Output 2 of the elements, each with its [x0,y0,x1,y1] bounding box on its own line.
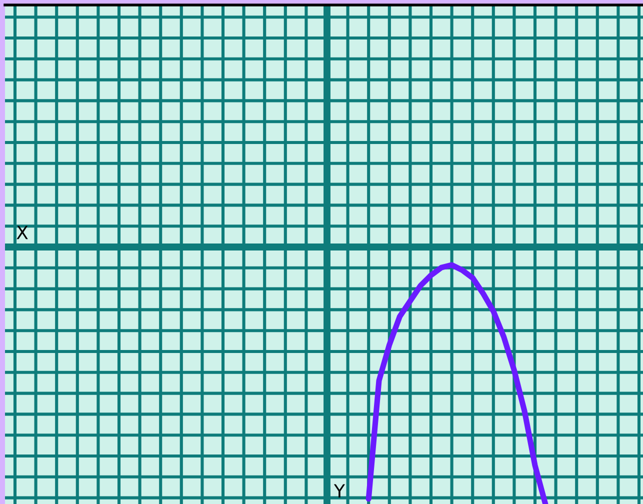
x-axis-title: X [16,226,28,240]
y-axis-title: Y [334,484,346,498]
